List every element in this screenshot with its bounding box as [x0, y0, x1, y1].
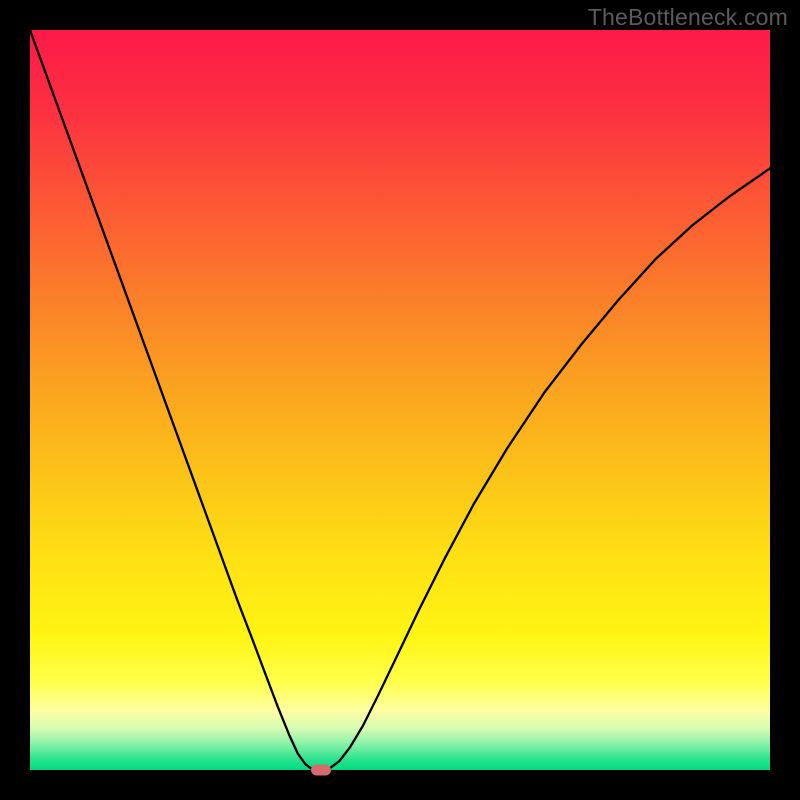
- optimal-point-marker: [311, 765, 331, 776]
- bottleneck-curve: [30, 30, 770, 770]
- watermark-text: TheBottleneck.com: [588, 4, 788, 31]
- chart-container: [30, 30, 770, 770]
